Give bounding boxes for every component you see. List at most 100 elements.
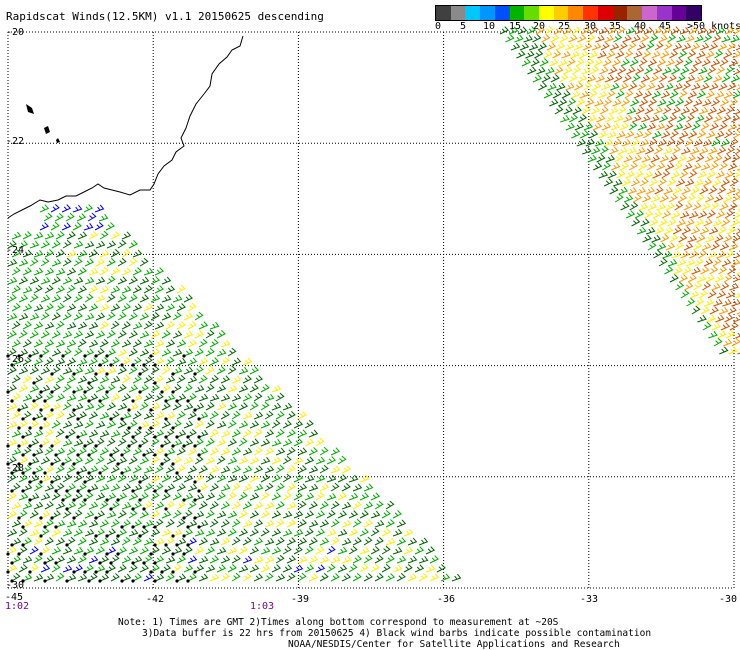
wind-barb xyxy=(695,297,705,307)
wind-barb xyxy=(658,34,668,43)
wind-barb xyxy=(171,563,182,574)
wind-barb xyxy=(55,428,65,438)
note-line: NOAA/NESDIS/Center for Satellite Applica… xyxy=(288,639,620,650)
wind-barb xyxy=(610,122,621,131)
wind-barb xyxy=(238,564,249,573)
wind-barb xyxy=(110,537,121,546)
wind-barb xyxy=(205,438,215,447)
wind-barb xyxy=(39,204,50,213)
wind-barb xyxy=(297,572,307,582)
wind-barb xyxy=(425,546,436,555)
wind-barb xyxy=(10,537,22,547)
wind-barb xyxy=(596,114,606,123)
wind-barb xyxy=(634,130,644,139)
wind-barb xyxy=(171,383,182,394)
wind-barb xyxy=(176,518,186,528)
wind-barb xyxy=(231,482,241,492)
wind-barb xyxy=(194,311,204,321)
wind-barb xyxy=(670,210,681,219)
wind-barb xyxy=(514,34,524,43)
wind-barb xyxy=(7,491,17,501)
wind-barb xyxy=(690,146,700,155)
wind-barb xyxy=(264,501,275,510)
wind-barb xyxy=(18,258,29,267)
wind-barb xyxy=(580,130,590,139)
wind-barb xyxy=(193,438,204,448)
wind-barb xyxy=(121,555,132,564)
wind-barb xyxy=(21,429,33,439)
wind-barb xyxy=(304,545,314,555)
wind-barb xyxy=(62,473,72,483)
wind-barb xyxy=(51,348,62,357)
wind-barb xyxy=(623,154,633,163)
wind-barb xyxy=(634,170,644,179)
wind-barb xyxy=(721,34,731,43)
wind-barb xyxy=(636,42,647,51)
wind-barb xyxy=(39,420,51,430)
wind-barb xyxy=(579,90,590,99)
wind-barb xyxy=(220,537,231,546)
wind-barb xyxy=(154,392,164,402)
wind-barb xyxy=(220,501,230,510)
wind-barb xyxy=(330,465,341,474)
wind-barb xyxy=(563,66,573,75)
wind-barb xyxy=(186,519,198,529)
wind-barb xyxy=(94,221,104,231)
wind-barb xyxy=(21,573,33,583)
wind-barb xyxy=(699,226,710,235)
wind-barb xyxy=(117,437,127,447)
wind-barb xyxy=(722,154,732,163)
wind-barb xyxy=(608,106,619,115)
wind-barb xyxy=(687,274,697,283)
wind-barb xyxy=(249,510,260,519)
wind-barb xyxy=(271,492,281,501)
wind-barb xyxy=(687,49,697,59)
wind-barb xyxy=(43,392,54,403)
wind-barb xyxy=(51,330,61,339)
wind-barb xyxy=(197,519,209,529)
wind-barb xyxy=(98,464,109,475)
wind-barb xyxy=(304,510,315,519)
wind-barb xyxy=(128,330,138,339)
wind-barb xyxy=(83,348,95,358)
wind-barb xyxy=(648,97,658,107)
wind-barb xyxy=(66,303,77,312)
wind-barb xyxy=(729,97,739,107)
wind-barb xyxy=(171,366,183,376)
wind-barb xyxy=(709,161,719,171)
wind-barb xyxy=(77,267,87,276)
wind-barb xyxy=(304,528,314,537)
wind-barb xyxy=(183,420,194,429)
wind-barb xyxy=(77,338,87,348)
wind-barb xyxy=(702,138,713,147)
wind-barb xyxy=(99,429,110,438)
wind-barb xyxy=(62,311,72,321)
wind-barb xyxy=(315,528,326,537)
wind-barb xyxy=(150,474,161,483)
wind-barb xyxy=(697,170,707,179)
wind-barb xyxy=(633,90,644,99)
lat-label: -30 xyxy=(6,580,25,591)
wind-barb xyxy=(94,528,105,538)
wind-barb xyxy=(304,474,315,483)
wind-barb xyxy=(33,501,44,510)
wind-barb xyxy=(590,65,600,75)
wind-barb xyxy=(197,411,209,421)
wind-barb xyxy=(62,383,72,393)
wind-barb xyxy=(683,242,694,251)
wind-barb xyxy=(727,82,737,91)
wind-barb xyxy=(66,393,77,402)
wind-barb xyxy=(705,90,715,99)
wind-barb xyxy=(253,465,264,474)
wind-barb xyxy=(664,82,674,91)
wind-barb xyxy=(304,419,314,429)
wind-barb xyxy=(674,57,684,67)
wind-barb xyxy=(661,26,672,35)
wind-barb xyxy=(722,298,732,307)
wind-barb xyxy=(216,348,227,357)
wind-barb xyxy=(648,137,658,147)
wind-barb xyxy=(709,82,719,91)
wind-barb xyxy=(95,330,106,339)
wind-barb xyxy=(131,501,143,511)
wind-barb xyxy=(110,483,121,492)
